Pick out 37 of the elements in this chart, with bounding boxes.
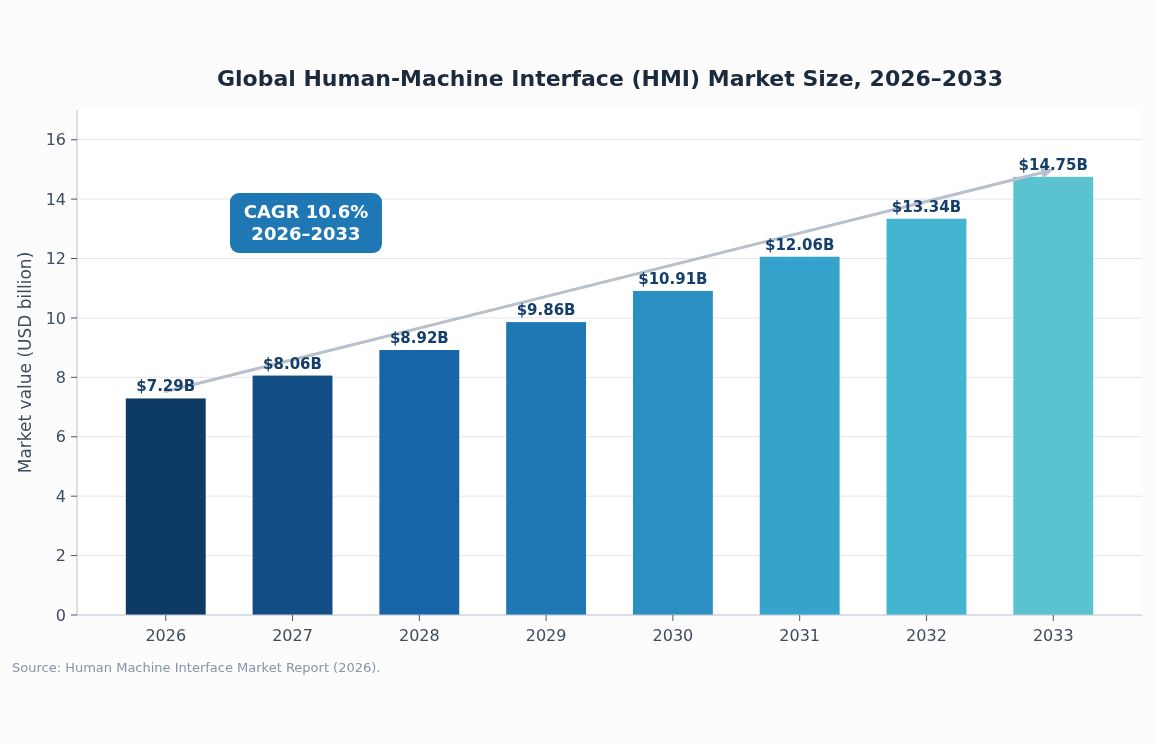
x-tick-label: 2028 [398, 626, 440, 645]
data-label: $7.29B [136, 377, 196, 396]
y-tick-label: 0 [55, 605, 66, 625]
y-tick-label: 2 [55, 546, 66, 566]
y-tick-label: 16 [45, 130, 66, 150]
chart-title: Global Human-Machine Interface (HMI) Market Size, 2026–2033 [216, 66, 1004, 91]
x-tick-label: 2026 [145, 626, 187, 645]
bar [759, 256, 840, 615]
data-label: $13.34B [891, 197, 962, 216]
bar [506, 322, 587, 615]
y-tick-label: 8 [55, 367, 66, 387]
data-label: $10.91B [638, 269, 708, 288]
bar [886, 218, 967, 615]
x-tick-label: 2031 [779, 626, 821, 645]
y-tick-label: 6 [55, 427, 66, 447]
bar [125, 398, 206, 615]
data-label: $12.06B [765, 235, 835, 254]
data-label: $9.86B [516, 301, 576, 320]
x-tick-label: 2032 [906, 626, 947, 645]
bar [252, 375, 333, 615]
source-note: Source: Human Machine Interface Market Report (2026). [12, 660, 381, 675]
x-tick-label: 2033 [1032, 626, 1074, 645]
x-tick-label: 2030 [652, 626, 694, 645]
y-tick-label: 12 [45, 249, 66, 269]
data-label: $8.06B [263, 354, 322, 373]
bar [379, 350, 460, 615]
bar [632, 290, 713, 615]
bar [1013, 176, 1094, 615]
y-axis-title: Market value (USD billion) [15, 251, 35, 474]
x-tick-label: 2029 [525, 626, 567, 645]
annotation: CAGR 10.6% 2026–2033 [243, 201, 369, 245]
data-label: $8.92B [389, 329, 449, 348]
y-tick-label: 14 [45, 189, 66, 209]
y-tick-label: 4 [55, 486, 66, 506]
y-tick-label: 10 [45, 308, 66, 328]
x-tick-label: 2027 [272, 626, 313, 645]
data-label: $14.75B [1018, 155, 1088, 174]
